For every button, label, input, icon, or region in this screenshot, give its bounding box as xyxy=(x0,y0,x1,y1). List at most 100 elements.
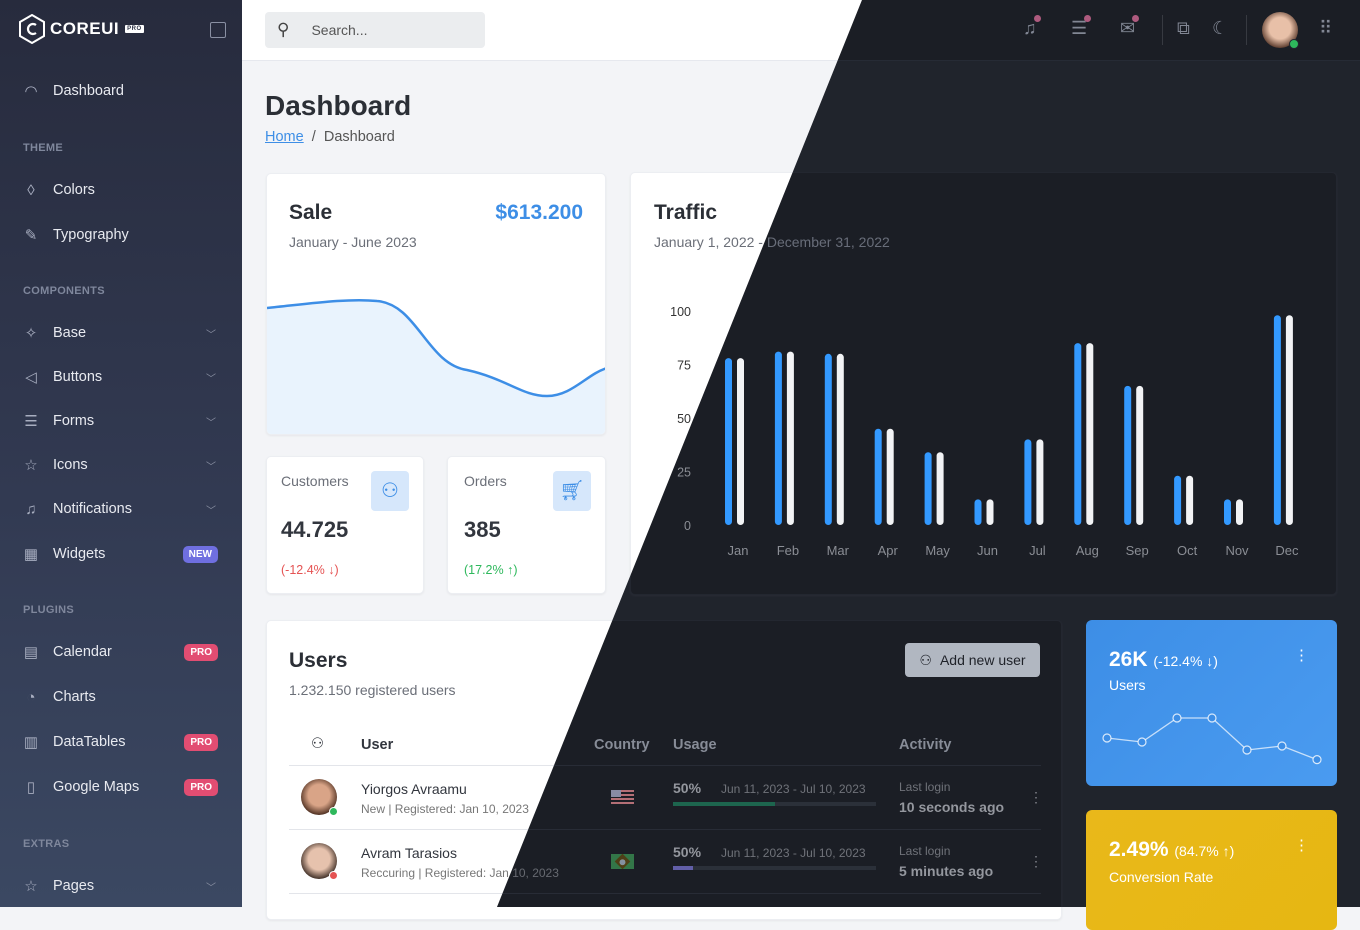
column-usage: Usage xyxy=(673,737,717,753)
bar-aug-0 xyxy=(1074,343,1082,525)
column-country: Country xyxy=(594,737,650,753)
bell-icon[interactable]: ♫ xyxy=(1023,15,1041,39)
customers-card: Customers ⚇ 44.725 (-12.4% ↓) xyxy=(266,456,424,594)
activity-label: Last login xyxy=(899,780,951,794)
br-flag-icon xyxy=(611,853,634,870)
user-meta: New | Registered: Jan 10, 2023 xyxy=(361,802,529,816)
brand-badge: PRO xyxy=(125,25,144,33)
bar-may-1 xyxy=(936,452,944,525)
bar-sep-1 xyxy=(1136,385,1144,525)
apps-grid-icon[interactable]: ⠿ xyxy=(1319,18,1333,38)
sidebar-item-label: Google Maps xyxy=(53,779,140,795)
sidebar-item-base[interactable]: ✧ Base ﹀ xyxy=(22,321,220,345)
sidebar-item-label: Widgets xyxy=(53,546,106,562)
bar-oct-0 xyxy=(1174,475,1182,525)
sidebar-item-colors[interactable]: ◊ Colors xyxy=(22,178,220,202)
brand-logo[interactable]: COREUI PRO xyxy=(18,14,144,44)
add-new-user-label: Add new user xyxy=(939,652,1026,668)
pro-badge: PRO xyxy=(184,778,218,796)
table-row[interactable]: Yiorgos Avraamu New | Registered: Jan 10… xyxy=(289,767,1043,830)
more-vertical-icon[interactable]: ⋮ xyxy=(1294,837,1309,854)
sidebar-item-notifications[interactable]: ♫ Notifications ﹀ xyxy=(22,497,220,521)
chart-pie-icon: ◔ xyxy=(26,688,36,706)
users-title: Users xyxy=(289,649,348,672)
search-placeholder: Search... xyxy=(311,22,368,38)
sidebar-item-forms[interactable]: ☰ Forms ﹀ xyxy=(22,409,220,433)
map-icon: ▯ xyxy=(26,779,36,796)
column-user: User xyxy=(361,737,394,753)
sidebar-toggle-button[interactable] xyxy=(210,22,226,38)
bar-feb-0 xyxy=(774,351,782,525)
user-meta: Reccuring | Registered: Jan 10, 2023 xyxy=(361,866,559,880)
avatar[interactable] xyxy=(1262,12,1299,49)
sparkline-point xyxy=(1172,713,1182,723)
notes-icon: ☰ xyxy=(24,413,38,430)
table-row[interactable]: Avram Tarasios Reccuring | Registered: J… xyxy=(289,831,1043,894)
orders-value: 385 xyxy=(464,517,501,542)
more-vertical-icon[interactable]: ⋮ xyxy=(1029,789,1043,805)
star-icon: ☆ xyxy=(24,878,38,895)
bar-nov-0 xyxy=(1224,499,1231,525)
breadcrumb-home-link[interactable]: Home xyxy=(265,129,304,145)
list-icon[interactable]: ☰ xyxy=(1071,15,1092,39)
bar-mar-1 xyxy=(836,353,844,525)
chevron-down-icon: ﹀ xyxy=(206,505,216,517)
sidebar-item-dashboard[interactable]: ◠ Dashboard xyxy=(22,79,220,103)
chevron-down-icon: ﹀ xyxy=(206,417,216,429)
search-input[interactable]: ⚲ Search... xyxy=(265,12,485,48)
sidebar-item-typography[interactable]: ✎ Typography xyxy=(22,223,220,247)
widget-change: (84.7% ↑) xyxy=(1174,843,1235,859)
usage-period: Jun 11, 2023 - Jul 10, 2023 xyxy=(721,846,866,860)
users-sparkline xyxy=(1102,713,1322,765)
section-theme: THEME xyxy=(23,142,63,154)
sidebar-item-datatables[interactable]: ▥ DataTables PRO xyxy=(22,730,220,754)
bar-dec-1 xyxy=(1285,315,1293,525)
sparkline-point xyxy=(1242,745,1252,755)
bar-feb-1 xyxy=(786,351,794,525)
bar-jun-0 xyxy=(974,499,982,525)
sidebar-item-label: Base xyxy=(53,325,87,341)
sidebar-item-label: Charts xyxy=(53,689,96,705)
cursor-icon: ◁ xyxy=(25,369,37,386)
moon-icon[interactable]: ☾ xyxy=(1212,18,1229,38)
language-icon[interactable]: ⧉ xyxy=(1177,18,1190,38)
sidebar-item-widgets[interactable]: ▦ Widgets NEW xyxy=(22,542,220,566)
orders-card: Orders 🛒︎ 385 (17.2% ↑) xyxy=(447,456,606,594)
customers-value: 44.725 xyxy=(281,517,349,542)
add-new-user-button[interactable]: ⚇ Add new user xyxy=(905,643,1040,677)
speedometer-icon: ◠ xyxy=(24,83,38,100)
sidebar-item-google-maps[interactable]: ▯ Google Maps PRO xyxy=(22,775,220,799)
sidebar-item-calendar[interactable]: ▤ Calendar PRO xyxy=(22,640,220,664)
divider xyxy=(1246,15,1247,45)
sidebar-item-label: DataTables xyxy=(53,734,126,750)
new-badge: NEW xyxy=(182,545,218,563)
usage-period: Jun 11, 2023 - Jul 10, 2023 xyxy=(721,782,866,796)
online-status xyxy=(1289,39,1299,49)
search-icon: ⚲ xyxy=(277,20,290,39)
usage-percent: 50% xyxy=(673,780,702,796)
divider xyxy=(1162,15,1163,45)
header: ⚲ Search... ♫ ☰ ✉ ⧉ ☾ ⠿ xyxy=(242,0,1360,61)
sidebar-item-label: Notifications xyxy=(53,501,132,517)
pro-badge: PRO xyxy=(184,733,218,751)
sidebar-item-pages[interactable]: ☆ Pages ﹀ xyxy=(22,874,220,898)
sparkline-point xyxy=(1277,741,1287,751)
customers-change: (-12.4% ↓) xyxy=(281,563,339,577)
sidebar-item-icons[interactable]: ☆ Icons ﹀ xyxy=(22,453,220,477)
users-subtitle: 1.232.150 registered users xyxy=(289,682,456,698)
sidebar-item-buttons[interactable]: ◁ Buttons ﹀ xyxy=(22,365,220,389)
activity-value: 10 seconds ago xyxy=(899,799,1005,815)
traffic-chart-bars xyxy=(725,315,1293,525)
section-plugins: PLUGINS xyxy=(23,604,74,616)
chevron-down-icon: ﹀ xyxy=(206,882,216,894)
customers-label: Customers xyxy=(281,473,349,489)
sparkline-line xyxy=(1106,717,1318,761)
more-vertical-icon[interactable]: ⋮ xyxy=(1294,647,1309,664)
more-vertical-icon[interactable]: ⋮ xyxy=(1029,853,1043,869)
sidebar-item-charts[interactable]: ◔ Charts xyxy=(22,685,220,709)
orders-change: (17.2% ↑) xyxy=(464,563,518,577)
breadcrumb-current: Dashboard xyxy=(323,129,395,145)
envelope-open-icon[interactable]: ✉ xyxy=(1120,15,1140,39)
user-plus-icon: ⚇ xyxy=(919,651,932,668)
star-icon: ☆ xyxy=(24,457,38,474)
